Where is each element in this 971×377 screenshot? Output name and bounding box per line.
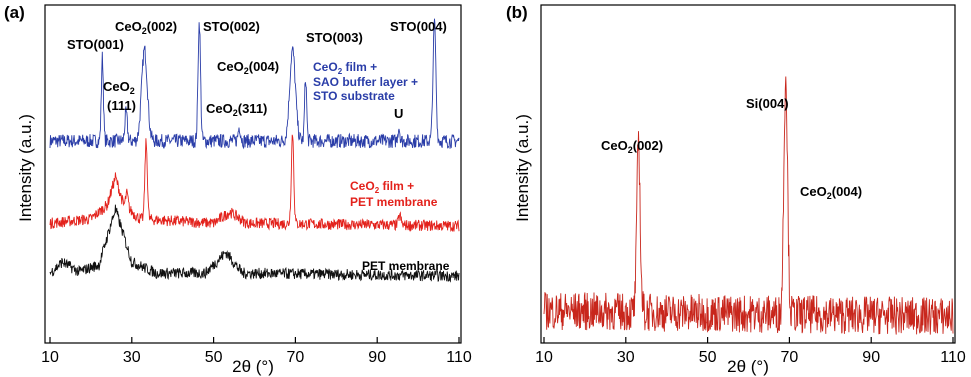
- anno-sto001: STO(001): [67, 37, 124, 52]
- panel-a-annotations: STO(001) CeO2(002) STO(002) CeO2 (111) C…: [67, 19, 450, 273]
- x-tick-label: 70: [287, 349, 305, 366]
- anno-ceo2-111: CeO2: [103, 79, 135, 96]
- x-tick-label: 10: [535, 349, 553, 366]
- x-tick-label: 110: [940, 349, 966, 366]
- panel-b-label: (b): [506, 3, 528, 22]
- legend-red-line2: PET membrane: [350, 195, 438, 209]
- x-tick-label: 10: [41, 349, 59, 366]
- anno-sto002: STO(002): [203, 19, 260, 34]
- panel-b-x-ticks: 10 30 50 70 90 110: [535, 337, 966, 366]
- x-tick-label: 30: [123, 349, 141, 366]
- panel-b-annotations: CeO2(002) Si(004) CeO2(004): [601, 96, 862, 201]
- anno-ceo2-004: CeO2(004): [217, 59, 279, 76]
- legend-blue-line1: CeO2 film +: [313, 60, 377, 76]
- panel-b: (b) 10 30 50 70 90 110 Intensity (a.u.) 2θ (°…: [506, 3, 966, 376]
- panel-b-traces: [543, 76, 954, 335]
- panel-a-frame: [44, 4, 462, 344]
- x-tick-label: 50: [205, 349, 223, 366]
- anno-ceo2-311: CeO2(311): [206, 101, 267, 118]
- legend-red-line1: CeO2 film +: [350, 179, 414, 195]
- x-tick-label: 50: [699, 349, 717, 366]
- xrd-trace-0-2: [49, 204, 460, 283]
- xrd-trace-0-1: [49, 134, 460, 233]
- x-tick-label: 30: [617, 349, 635, 366]
- legend-blue-line3: STO substrate: [313, 89, 395, 103]
- panel-b-frame: [540, 4, 956, 344]
- panel-a-traces: [49, 18, 460, 283]
- anno-u-peak: U: [394, 106, 403, 121]
- panel-a: (a) 10 30 50 70 90 110 Intensity (a.u.) 2θ (°…: [4, 3, 472, 376]
- panel-a-xlabel: 2θ (°): [232, 357, 274, 376]
- panel-a-ylabel: Intensity (a.u.): [16, 114, 35, 222]
- anno-ceo2-111-miller: (111): [107, 98, 136, 113]
- panel-a-label: (a): [4, 3, 25, 22]
- legend-black: PET membrane: [362, 259, 450, 273]
- xrd-trace-0-0: [49, 18, 460, 150]
- anno-b-si004: Si(004): [746, 96, 789, 111]
- panel-b-ylabel: Intensity (a.u.): [513, 114, 532, 222]
- x-tick-label: 90: [368, 349, 386, 366]
- legend-blue-line2: SAO buffer layer +: [313, 75, 418, 89]
- panel-b-xlabel: 2θ (°): [727, 357, 769, 376]
- anno-b-ceo2-004: CeO2(004): [800, 184, 862, 201]
- panel-a-x-ticks: 10 30 50 70 90 110: [41, 337, 472, 366]
- x-tick-label: 110: [446, 349, 472, 366]
- x-tick-label: 70: [781, 349, 799, 366]
- xrd-trace-1-0: [543, 76, 954, 335]
- anno-sto003: STO(003): [306, 30, 363, 45]
- anno-sto004: STO(004): [390, 19, 447, 34]
- anno-b-ceo2-002: CeO2(002): [601, 138, 663, 155]
- x-tick-label: 90: [862, 349, 880, 366]
- anno-ceo2-002: CeO2(002): [115, 19, 177, 36]
